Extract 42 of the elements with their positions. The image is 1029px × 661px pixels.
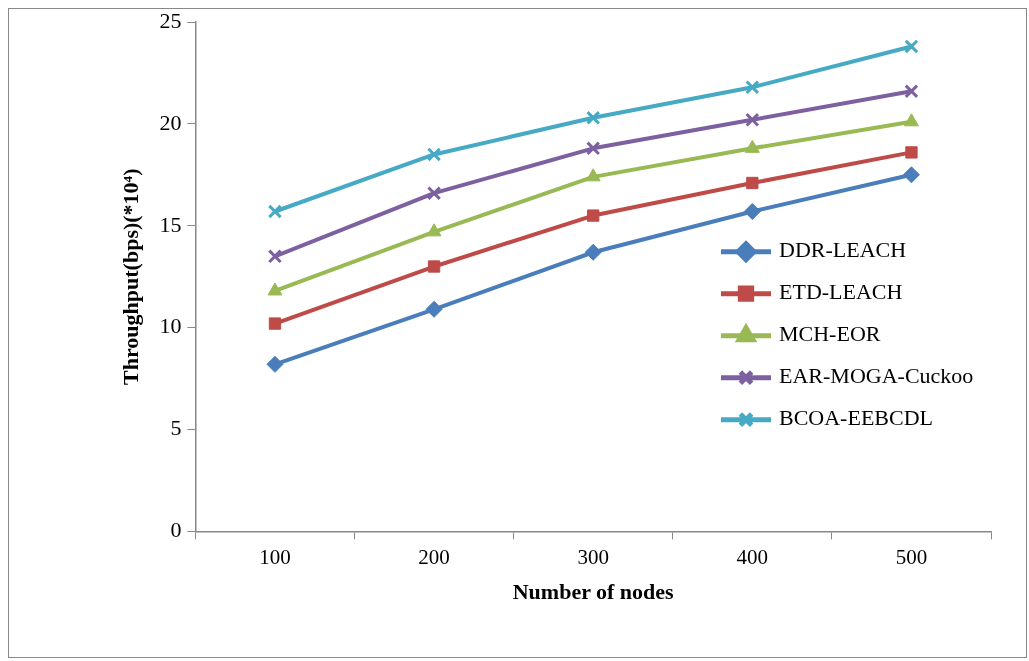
point — [584, 243, 602, 261]
point — [902, 166, 920, 184]
point — [743, 203, 761, 220]
point — [904, 113, 919, 127]
x-tick-label: 500 — [895, 544, 928, 569]
y-tick-label: 15 — [159, 211, 182, 237]
point — [426, 147, 442, 162]
point — [425, 300, 443, 318]
point — [267, 204, 283, 219]
point — [266, 355, 284, 373]
point — [267, 282, 283, 296]
x-axis-title: Number of nodes — [512, 579, 675, 605]
y-tick-label: 20 — [159, 109, 182, 135]
x-tick-label: 200 — [418, 544, 450, 569]
x-tick-label: 300 — [577, 544, 609, 569]
point — [586, 110, 601, 125]
point — [268, 317, 282, 330]
point — [587, 209, 600, 222]
point — [426, 186, 442, 201]
y-tick-label: 10 — [159, 313, 182, 339]
x-tick-label: 400 — [736, 544, 769, 569]
point — [905, 146, 918, 159]
point — [904, 84, 919, 99]
point — [586, 141, 601, 156]
point — [745, 80, 760, 95]
point — [745, 112, 760, 127]
y-tick-label: 0 — [170, 517, 182, 543]
point — [904, 39, 919, 54]
point — [585, 168, 601, 182]
legend-label: DDR-LEACH — [779, 237, 907, 263]
y-axis-title: Throughput(bps)(*10⁴) — [117, 168, 143, 385]
legend-label: MCH-EOR — [779, 321, 881, 347]
point — [427, 260, 441, 273]
legend-label: EAR-MOGA-Cuckoo — [779, 363, 974, 389]
point — [426, 223, 442, 237]
x-tick-label: 100 — [259, 544, 291, 569]
point — [267, 249, 283, 264]
y-tick-label: 25 — [159, 7, 182, 33]
legend-label: BCOA-EEBCDL — [779, 405, 933, 431]
y-tick-label: 5 — [170, 415, 182, 441]
point — [746, 176, 759, 190]
legend-label: ETD-LEACH — [779, 279, 903, 305]
